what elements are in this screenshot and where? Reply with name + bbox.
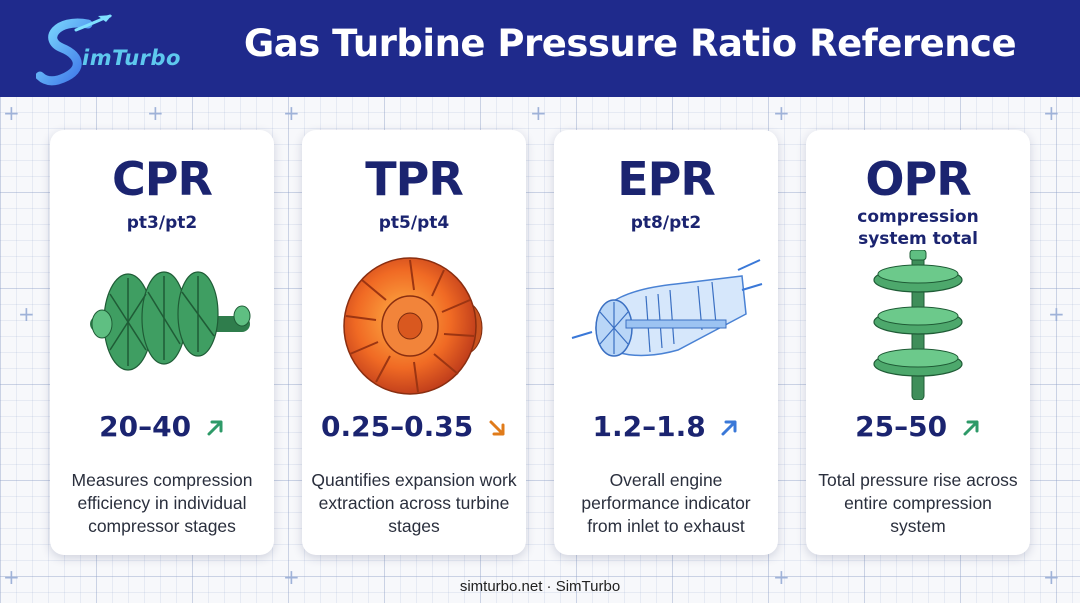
- card-abbreviation: TPR: [365, 152, 464, 206]
- card-formula: pt8/pt2: [630, 213, 702, 233]
- card-description: Overall engine performance indicator fro…: [581, 470, 751, 536]
- logo-wordmark: imTurbo: [82, 46, 181, 70]
- card-value-row: 1.2–1.8: [554, 410, 778, 443]
- card-description: Quantifies expansion work extraction acr…: [311, 470, 517, 536]
- grid-cross-icon: +: [773, 565, 790, 589]
- grid-cross-icon: +: [1048, 302, 1065, 326]
- grid-cross-icon: +: [147, 101, 164, 125]
- grid-cross-icon: +: [18, 302, 35, 326]
- card-abbreviation: CPR: [112, 152, 213, 206]
- page-title: Gas Turbine Pressure Ratio Reference: [243, 22, 1017, 65]
- card-tpr: TPR pt5/pt4 0.25–0.35 Quantifies expansi…: [302, 130, 526, 555]
- turbine-disk-icon: [343, 257, 483, 395]
- grid-cross-icon: +: [3, 565, 20, 589]
- grid-cross-icon: +: [1043, 101, 1060, 125]
- card-value-row: 20–40: [50, 410, 274, 443]
- trend-down-arrow-icon: [489, 420, 505, 436]
- grid-cross-icon: +: [530, 101, 547, 125]
- footer-credit[interactable]: simturbo.net · SimTurbo: [459, 578, 621, 595]
- header-bar: imTurbo Gas Turbine Pressure Ratio Refer…: [0, 0, 1080, 97]
- grid-cross-icon: +: [773, 101, 790, 125]
- trend-up-arrow-icon: [963, 420, 979, 436]
- card-formula: pt3/pt2: [126, 213, 198, 233]
- grid-cross-icon: +: [3, 101, 20, 125]
- card-cpr: CPR pt3/pt2 20–40 Measures compression e…: [50, 130, 274, 555]
- card-abbreviation: EPR: [617, 152, 716, 206]
- grid-cross-icon: +: [283, 101, 300, 125]
- card-formula: compression system total: [857, 207, 979, 249]
- trend-up-arrow-icon: [207, 420, 223, 436]
- card-value: 0.25–0.35: [321, 410, 474, 443]
- card-description: Measures compression efficiency in indiv…: [71, 470, 253, 536]
- card-formula: pt5/pt4: [378, 213, 450, 233]
- card-abbreviation: OPR: [865, 152, 971, 206]
- multistage-compressor-icon: [873, 250, 963, 400]
- card-value-row: 0.25–0.35: [302, 410, 526, 443]
- card-value-row: 25–50: [806, 410, 1030, 443]
- card-value: 25–50: [855, 410, 948, 443]
- card-value: 20–40: [99, 410, 192, 443]
- grid-cross-icon: +: [1043, 565, 1060, 589]
- card-opr: OPR compression system total 25–50 Total…: [806, 130, 1030, 555]
- card-epr: EPR pt8/pt2 1.2–1.8 Overall engine perfo…: [554, 130, 778, 555]
- trend-up-arrow-icon: [721, 420, 737, 436]
- simturbo-logo[interactable]: [36, 10, 206, 90]
- grid-cross-icon: +: [283, 565, 300, 589]
- compressor-rotor-icon: [90, 271, 251, 371]
- card-description: Total pressure rise across entire compre…: [818, 470, 1018, 536]
- jet-engine-icon: [571, 259, 763, 357]
- card-value: 1.2–1.8: [592, 410, 706, 443]
